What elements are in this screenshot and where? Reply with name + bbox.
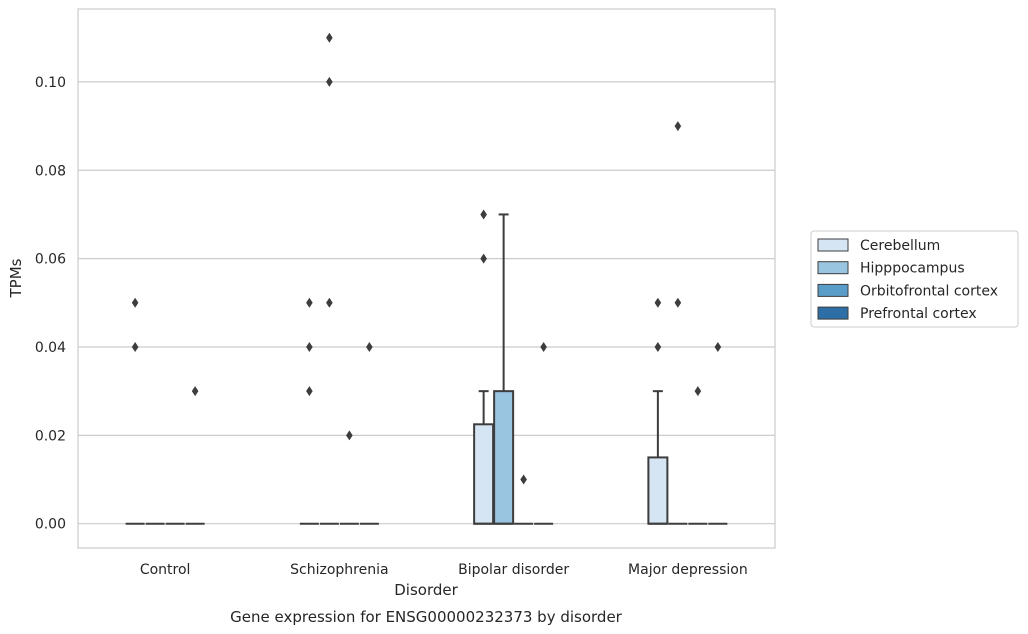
outlier-point [674,297,682,308]
box-cerebellum [473,390,495,525]
outlier-point [674,121,682,132]
boxes [125,213,728,525]
y-tick-label: 0.04 [35,340,66,356]
legend-label: Cerebellum [860,238,940,254]
outlier-point [714,341,722,352]
legend-label: Orbitofrontal cortex [860,283,998,299]
y-tick-label: 0.02 [35,428,66,444]
outlier-point [480,253,487,264]
outlier-point [520,474,527,485]
outlier-point [306,297,313,308]
outlier-point [654,297,662,308]
y-tick-label: 0.08 [35,163,66,179]
outlier-point [326,297,333,308]
y-tick-label: 0.10 [35,75,66,91]
legend-swatch [817,238,849,252]
gridlines [78,81,775,525]
box-cerebellum [647,390,669,525]
outlier-point [326,32,333,43]
x-tick-label: Schizophrenia [290,562,388,578]
outlier-point [326,76,333,87]
x-tick-label: Major depression [628,562,748,578]
outlier-point [306,341,313,352]
outlier-point [694,386,702,397]
outlier-point [540,341,547,352]
outlier-point [131,341,139,352]
outlier-point [654,341,662,352]
plot-frame [77,8,776,549]
x-tick-label: Control [140,562,191,578]
legend-swatch [817,306,849,320]
box-body [473,423,495,525]
x-axis-label: Disorder [394,581,458,599]
box-hipppocampus [493,213,515,525]
y-tick-label: 0.00 [35,517,66,533]
y-axis-label: TPMs [7,258,25,298]
chart-caption: Gene expression for ENSG00000232373 by d… [230,608,623,626]
x-tick-label: Bipolar disorder [458,562,569,578]
box-body [647,456,669,525]
x-tick-labels: Control Schizophrenia Bipolar disorder Majo… [140,562,748,578]
legend-swatch [817,261,849,275]
y-tick-labels: 0.00 0.02 0.04 0.06 0.08 0.10 [35,75,66,533]
outlier-point [366,341,373,352]
outlier-point [306,386,313,397]
y-tick-label: 0.06 [35,252,66,268]
legend-label: Hipppocampus [860,261,965,277]
outlier-point [346,430,353,441]
legend: Cerebellum Hipppocampus Orbitofrontal cort… [810,230,1019,328]
legend-frame [810,230,1019,328]
outlier-point [191,386,199,397]
outlier-point [131,297,139,308]
outliers [131,32,722,485]
legend-label: Prefrontal cortex [860,306,977,322]
box-body [493,390,515,525]
legend-swatch [817,283,849,297]
outlier-point [480,209,487,220]
